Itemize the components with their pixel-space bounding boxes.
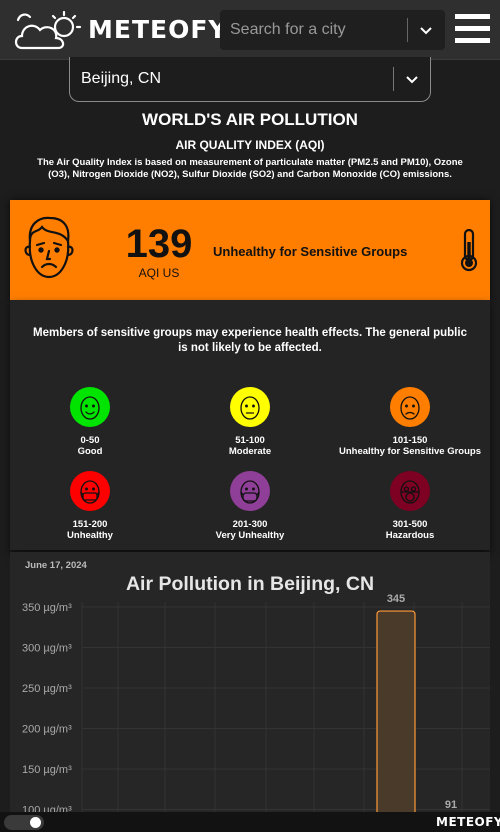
level-range: 301-500 xyxy=(392,519,428,530)
level-range: 201-300 xyxy=(232,519,268,530)
level-hazardous: 301-500 Hazardous xyxy=(330,470,490,541)
level-label: Moderate xyxy=(228,446,272,457)
chart-date: June 17, 2024 xyxy=(25,560,87,571)
level-range: 151-200 xyxy=(72,519,108,530)
health-advice: Members of sensitive groups may experien… xyxy=(33,327,467,354)
bar-value-label: 91 xyxy=(445,799,457,811)
footer-brand[interactable]: METEOFY xyxy=(436,815,500,829)
neutral-face-icon xyxy=(230,387,270,427)
menu-icon[interactable] xyxy=(455,14,490,46)
y-tick-label: 300 µg/m³ xyxy=(22,643,72,655)
level-label: Unhealthy xyxy=(67,530,113,541)
level-label: Hazardous xyxy=(385,530,435,541)
aqi-levels-card: Members of sensitive groups may experien… xyxy=(10,300,490,550)
brand-name[interactable]: METEOFY xyxy=(88,15,228,44)
level-label: Good xyxy=(77,446,103,457)
chevron-down-icon[interactable] xyxy=(416,20,436,40)
chart-title: Air Pollution in Beijing, CN xyxy=(125,573,375,595)
search-input[interactable] xyxy=(220,10,406,50)
level-unhealthy: 151-200 Unhealthy xyxy=(10,470,170,541)
thermometer-icon xyxy=(460,228,478,272)
chart-plot: 350 µg/m³ 300 µg/m³ 250 µg/m³ 200 µg/m³ 150 … xyxy=(22,593,490,832)
level-range: 101-150 xyxy=(392,435,428,446)
level-sensitive: 101-150 Unhealthy for Sensitive Groups xyxy=(330,386,490,457)
bar-value-label: 345 xyxy=(387,593,405,605)
aqi-unit: AQI US xyxy=(138,266,180,280)
y-tick-label: 200 µg/m³ xyxy=(22,724,72,736)
pollution-chart: June 17, 2024 350 µg/m³ 300 µg/m³ 250 µg/m… xyxy=(10,552,490,832)
aqi-card: 139 AQI US Unhealthy for Sensitive Group… xyxy=(10,200,490,300)
aqi-status: Unhealthy for Sensitive Groups xyxy=(213,244,408,259)
y-tick-label: 350 µg/m³ xyxy=(22,602,72,614)
section-subtitle: AIR QUALITY INDEX (AQI) xyxy=(175,138,325,152)
level-range: 0-50 xyxy=(80,435,100,446)
level-label: Very Unhealthy xyxy=(215,530,285,541)
level-very-unhealthy: 201-300 Very Unhealthy xyxy=(170,470,330,541)
cloud-sun-logo-icon[interactable] xyxy=(12,8,90,54)
city-search[interactable] xyxy=(220,10,445,50)
level-moderate: 51-100 Moderate xyxy=(170,386,330,457)
chevron-down-icon[interactable] xyxy=(402,69,422,89)
smiling-face-icon xyxy=(70,387,110,427)
selected-city: Beijing, CN xyxy=(81,70,162,87)
level-label: Unhealthy for Sensitive Groups xyxy=(339,446,481,457)
toggle-knob[interactable] xyxy=(30,817,41,828)
header: METEOFY xyxy=(0,0,500,60)
divider xyxy=(407,18,408,42)
aqi-description: The Air Quality Index is based on measur… xyxy=(37,157,463,180)
level-good: 0-50 Good xyxy=(10,386,170,457)
gas-mask-face-icon xyxy=(390,471,430,511)
theme-toggle[interactable] xyxy=(4,815,44,830)
y-tick-label: 150 µg/m³ xyxy=(22,764,72,776)
y-tick-label: 250 µg/m³ xyxy=(22,683,72,695)
footer: METEOFY xyxy=(0,812,500,832)
page-title: WORLD'S AIR POLLUTION xyxy=(142,110,358,129)
level-range: 51-100 xyxy=(235,435,265,446)
city-select[interactable]: Beijing, CN xyxy=(69,57,431,102)
masked-face-icon xyxy=(230,471,270,511)
masked-face-icon xyxy=(70,471,110,511)
chart-bar xyxy=(376,610,416,832)
sad-face-icon xyxy=(24,216,74,279)
divider xyxy=(393,67,394,91)
aqi-value: 139 xyxy=(125,222,193,266)
sad-face-icon xyxy=(390,387,430,427)
